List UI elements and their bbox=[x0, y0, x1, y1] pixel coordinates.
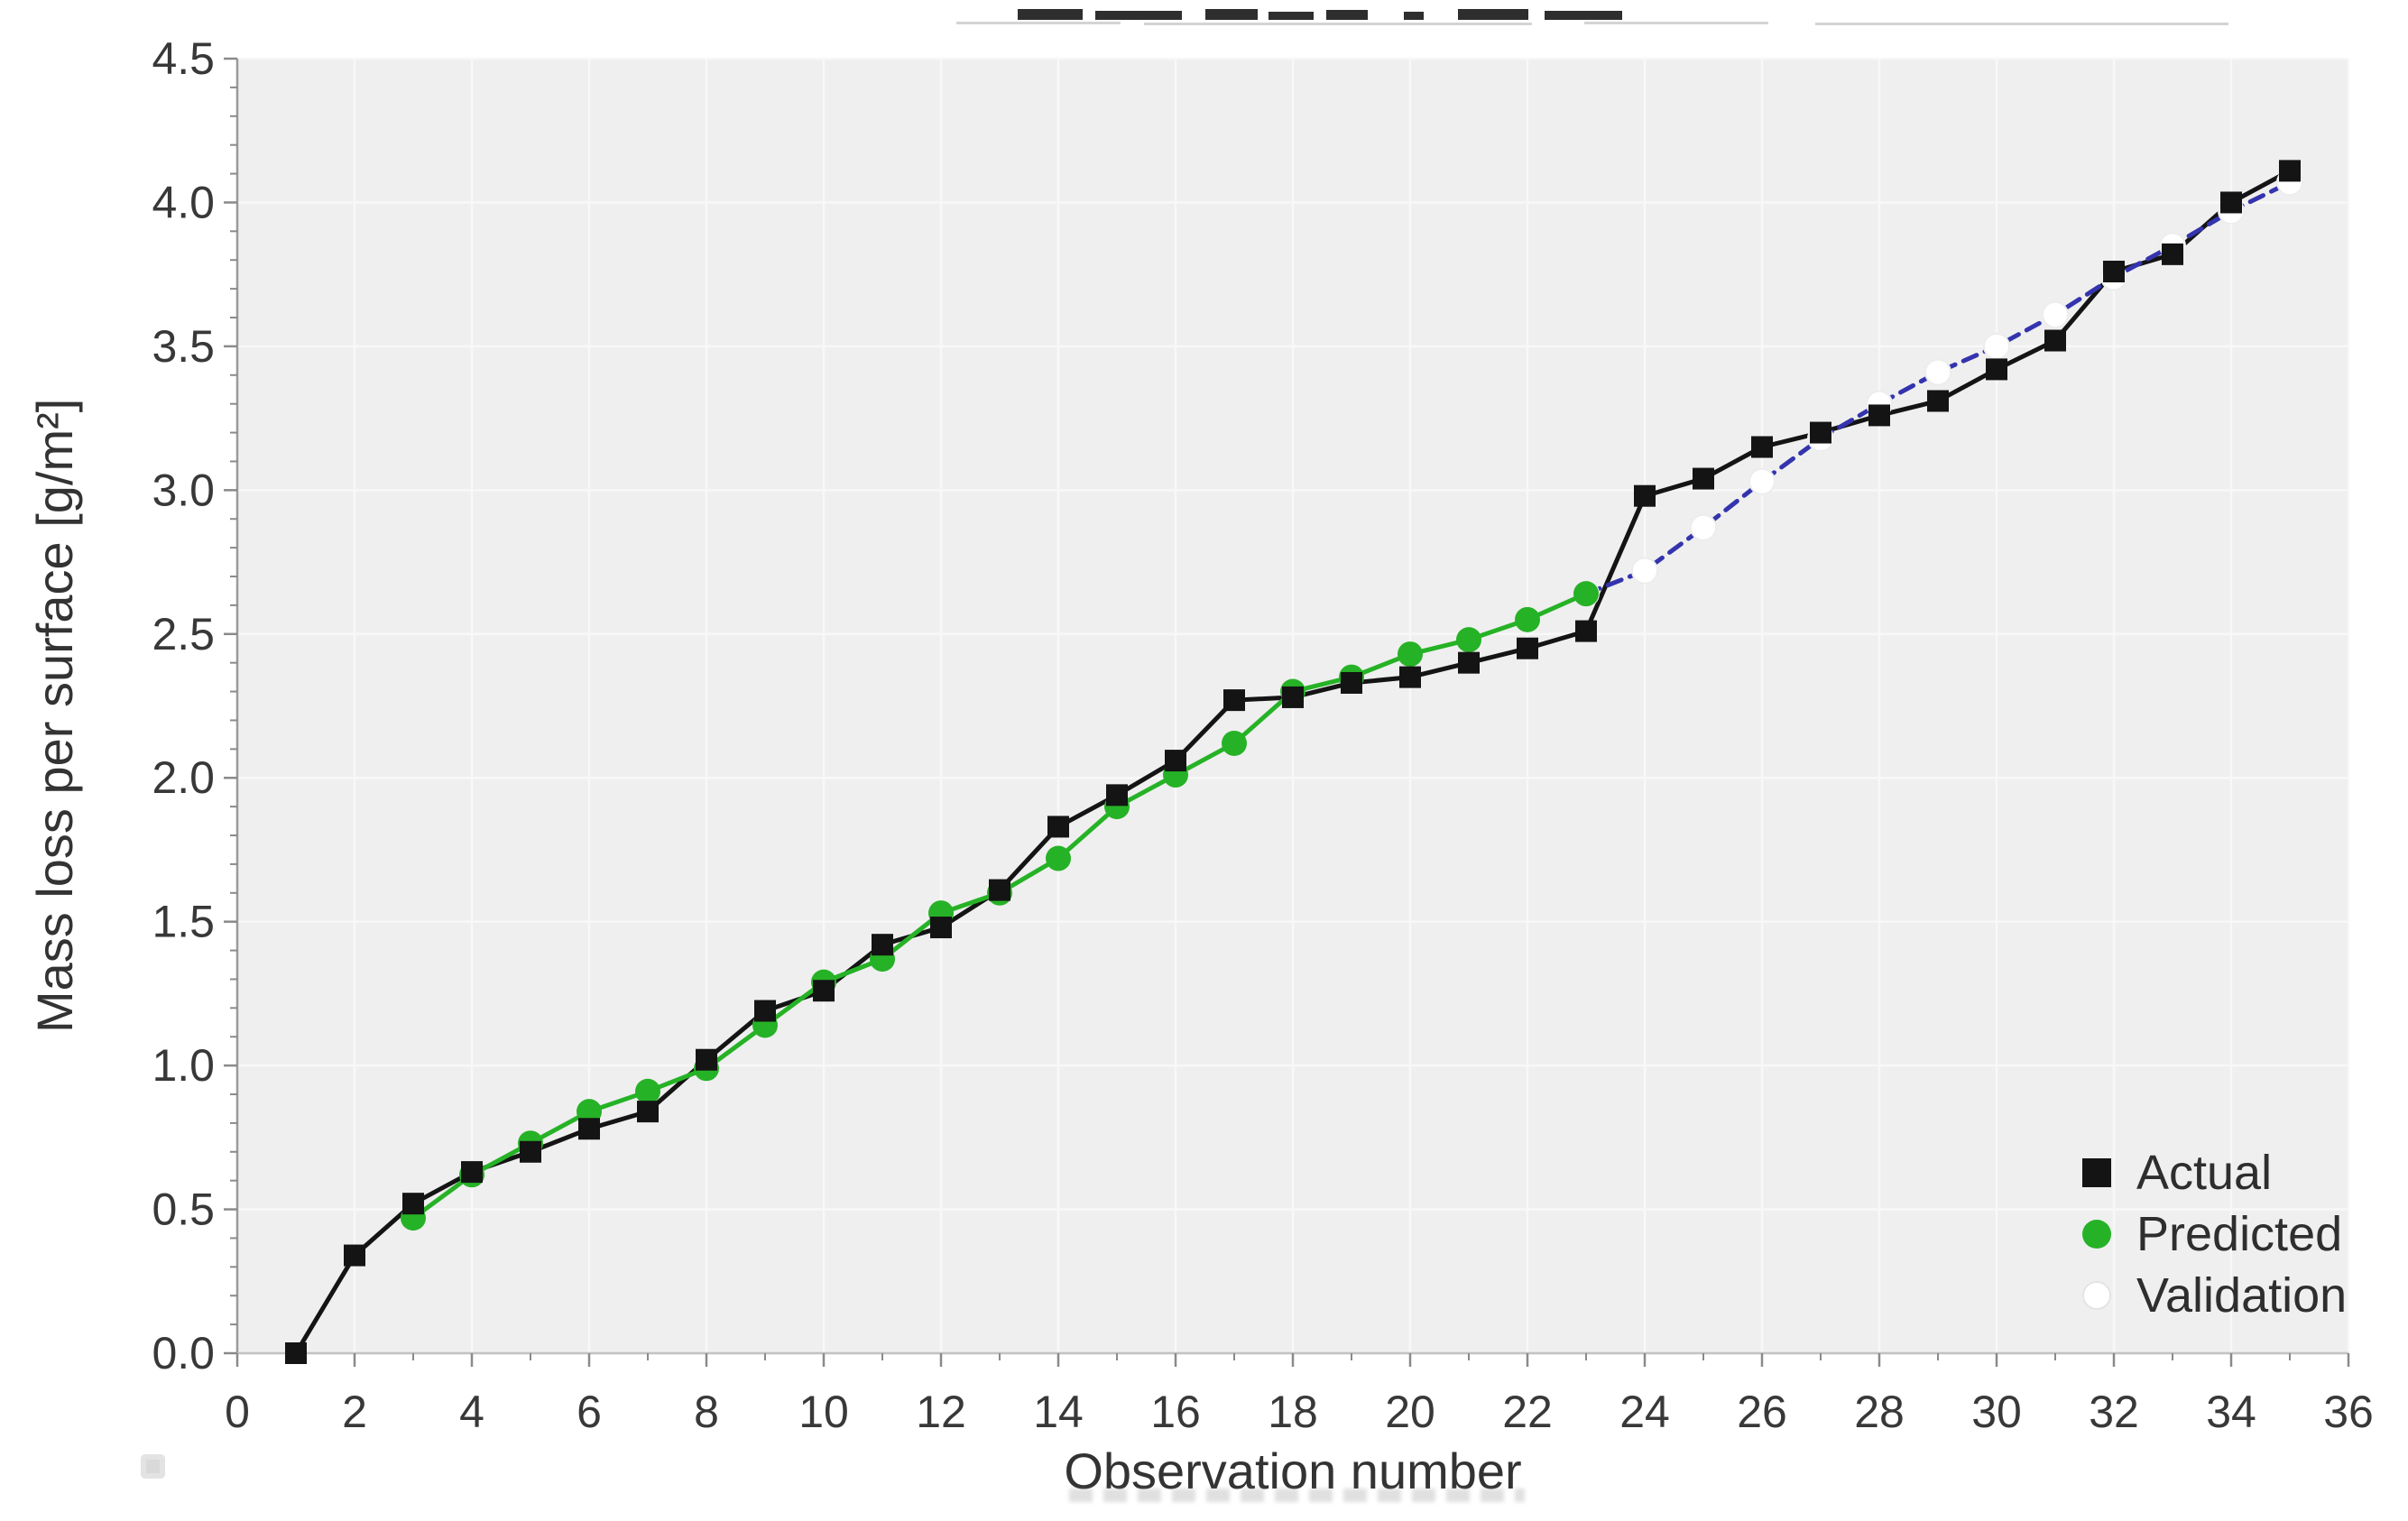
svg-text:1.0: 1.0 bbox=[152, 1040, 215, 1091]
svg-text:34: 34 bbox=[2206, 1387, 2256, 1437]
cropped-text-artifact bbox=[0, 0, 2408, 27]
svg-text:2.0: 2.0 bbox=[152, 752, 215, 803]
legend: Actual Predicted Validation bbox=[2082, 1146, 2347, 1323]
svg-text:4.5: 4.5 bbox=[152, 33, 215, 84]
legend-label-actual: Actual bbox=[2136, 1146, 2273, 1200]
y-axis-title: Mass loss per surface [g/m²] bbox=[26, 398, 83, 1033]
x-axis-title: Observation number bbox=[1064, 1443, 1522, 1499]
svg-text:2.5: 2.5 bbox=[152, 609, 215, 659]
svg-text:14: 14 bbox=[1033, 1387, 1084, 1437]
green-circle-icon bbox=[2082, 1220, 2111, 1249]
svg-text:4.0: 4.0 bbox=[152, 177, 215, 227]
svg-text:24: 24 bbox=[1619, 1387, 1670, 1437]
svg-text:22: 22 bbox=[1502, 1387, 1553, 1437]
svg-text:32: 32 bbox=[2089, 1387, 2139, 1437]
legend-label-predicted: Predicted bbox=[2136, 1207, 2343, 1261]
svg-text:20: 20 bbox=[1385, 1387, 1435, 1437]
legend-item-predicted: Predicted bbox=[2082, 1207, 2347, 1261]
svg-text:1.5: 1.5 bbox=[152, 897, 215, 947]
svg-text:8: 8 bbox=[694, 1387, 719, 1437]
svg-text:0.5: 0.5 bbox=[152, 1185, 215, 1235]
svg-text:6: 6 bbox=[577, 1387, 602, 1437]
svg-text:12: 12 bbox=[916, 1387, 966, 1437]
legend-label-validation: Validation bbox=[2136, 1268, 2348, 1323]
svg-text:26: 26 bbox=[1737, 1387, 1787, 1437]
svg-text:16: 16 bbox=[1150, 1387, 1201, 1437]
svg-text:10: 10 bbox=[798, 1387, 849, 1437]
ghost-caption-artifact bbox=[1069, 1489, 1525, 1502]
svg-text:36: 36 bbox=[2323, 1387, 2374, 1437]
svg-text:0: 0 bbox=[225, 1387, 250, 1437]
svg-text:0.0: 0.0 bbox=[152, 1328, 215, 1378]
black-square-icon bbox=[2082, 1158, 2111, 1187]
svg-text:28: 28 bbox=[1854, 1387, 1905, 1437]
svg-text:3.0: 3.0 bbox=[152, 465, 215, 515]
legend-item-actual: Actual bbox=[2082, 1146, 2347, 1200]
svg-text:2: 2 bbox=[342, 1387, 367, 1437]
svg-text:4: 4 bbox=[459, 1387, 484, 1437]
svg-text:3.5: 3.5 bbox=[152, 321, 215, 372]
legend-item-validation: Validation bbox=[2082, 1268, 2347, 1323]
svg-text:30: 30 bbox=[1971, 1387, 2022, 1437]
white-circle-icon bbox=[2082, 1281, 2111, 1310]
stray-gray-square-artifact bbox=[141, 1454, 165, 1479]
svg-text:18: 18 bbox=[1268, 1387, 1318, 1437]
